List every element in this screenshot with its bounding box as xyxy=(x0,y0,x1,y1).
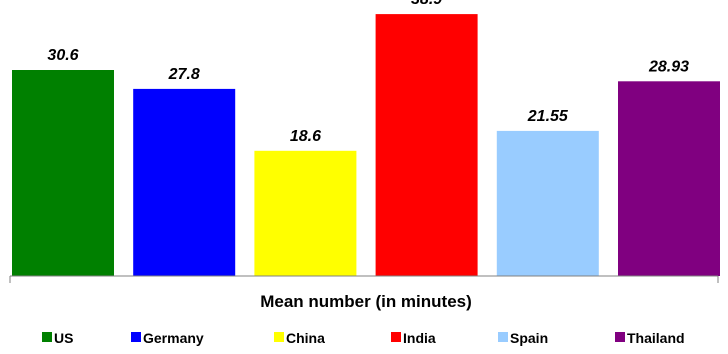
legend-label-thailand: Thailand xyxy=(627,330,685,346)
data-label-germany: 27.8 xyxy=(168,66,200,83)
bar-germany xyxy=(133,88,236,277)
data-labels-group: 30.6 27.8 18.6 38.9 21.55 28.93 xyxy=(47,0,689,145)
data-label-us: 30.6 xyxy=(47,47,78,64)
bars-group xyxy=(12,14,720,277)
bar-spain xyxy=(496,130,599,276)
bar-thailand xyxy=(618,81,720,276)
data-label-spain: 21.55 xyxy=(527,108,569,125)
data-label-thailand: 28.93 xyxy=(648,58,689,75)
legend-label-germany: Germany xyxy=(143,330,204,346)
legend-label-china: China xyxy=(286,330,325,346)
data-label-india: 38.9 xyxy=(411,0,442,8)
legend-label-us: US xyxy=(54,330,73,346)
legend-swatch-germany xyxy=(131,332,141,342)
bar-china xyxy=(254,150,357,276)
legend-swatch-china xyxy=(274,332,284,342)
legend-swatch-thailand xyxy=(615,332,625,342)
bar-india xyxy=(375,14,478,276)
legend: US Germany China India Spain Thailand xyxy=(42,330,685,346)
legend-label-india: India xyxy=(403,330,436,346)
legend-swatch-india xyxy=(391,332,401,342)
legend-label-spain: Spain xyxy=(510,330,548,346)
x-axis-title: Mean number (in minutes) xyxy=(260,292,472,311)
legend-swatch-spain xyxy=(498,332,508,342)
bar-us xyxy=(12,70,114,276)
data-label-china: 18.6 xyxy=(290,128,321,145)
legend-swatch-us xyxy=(42,332,52,342)
